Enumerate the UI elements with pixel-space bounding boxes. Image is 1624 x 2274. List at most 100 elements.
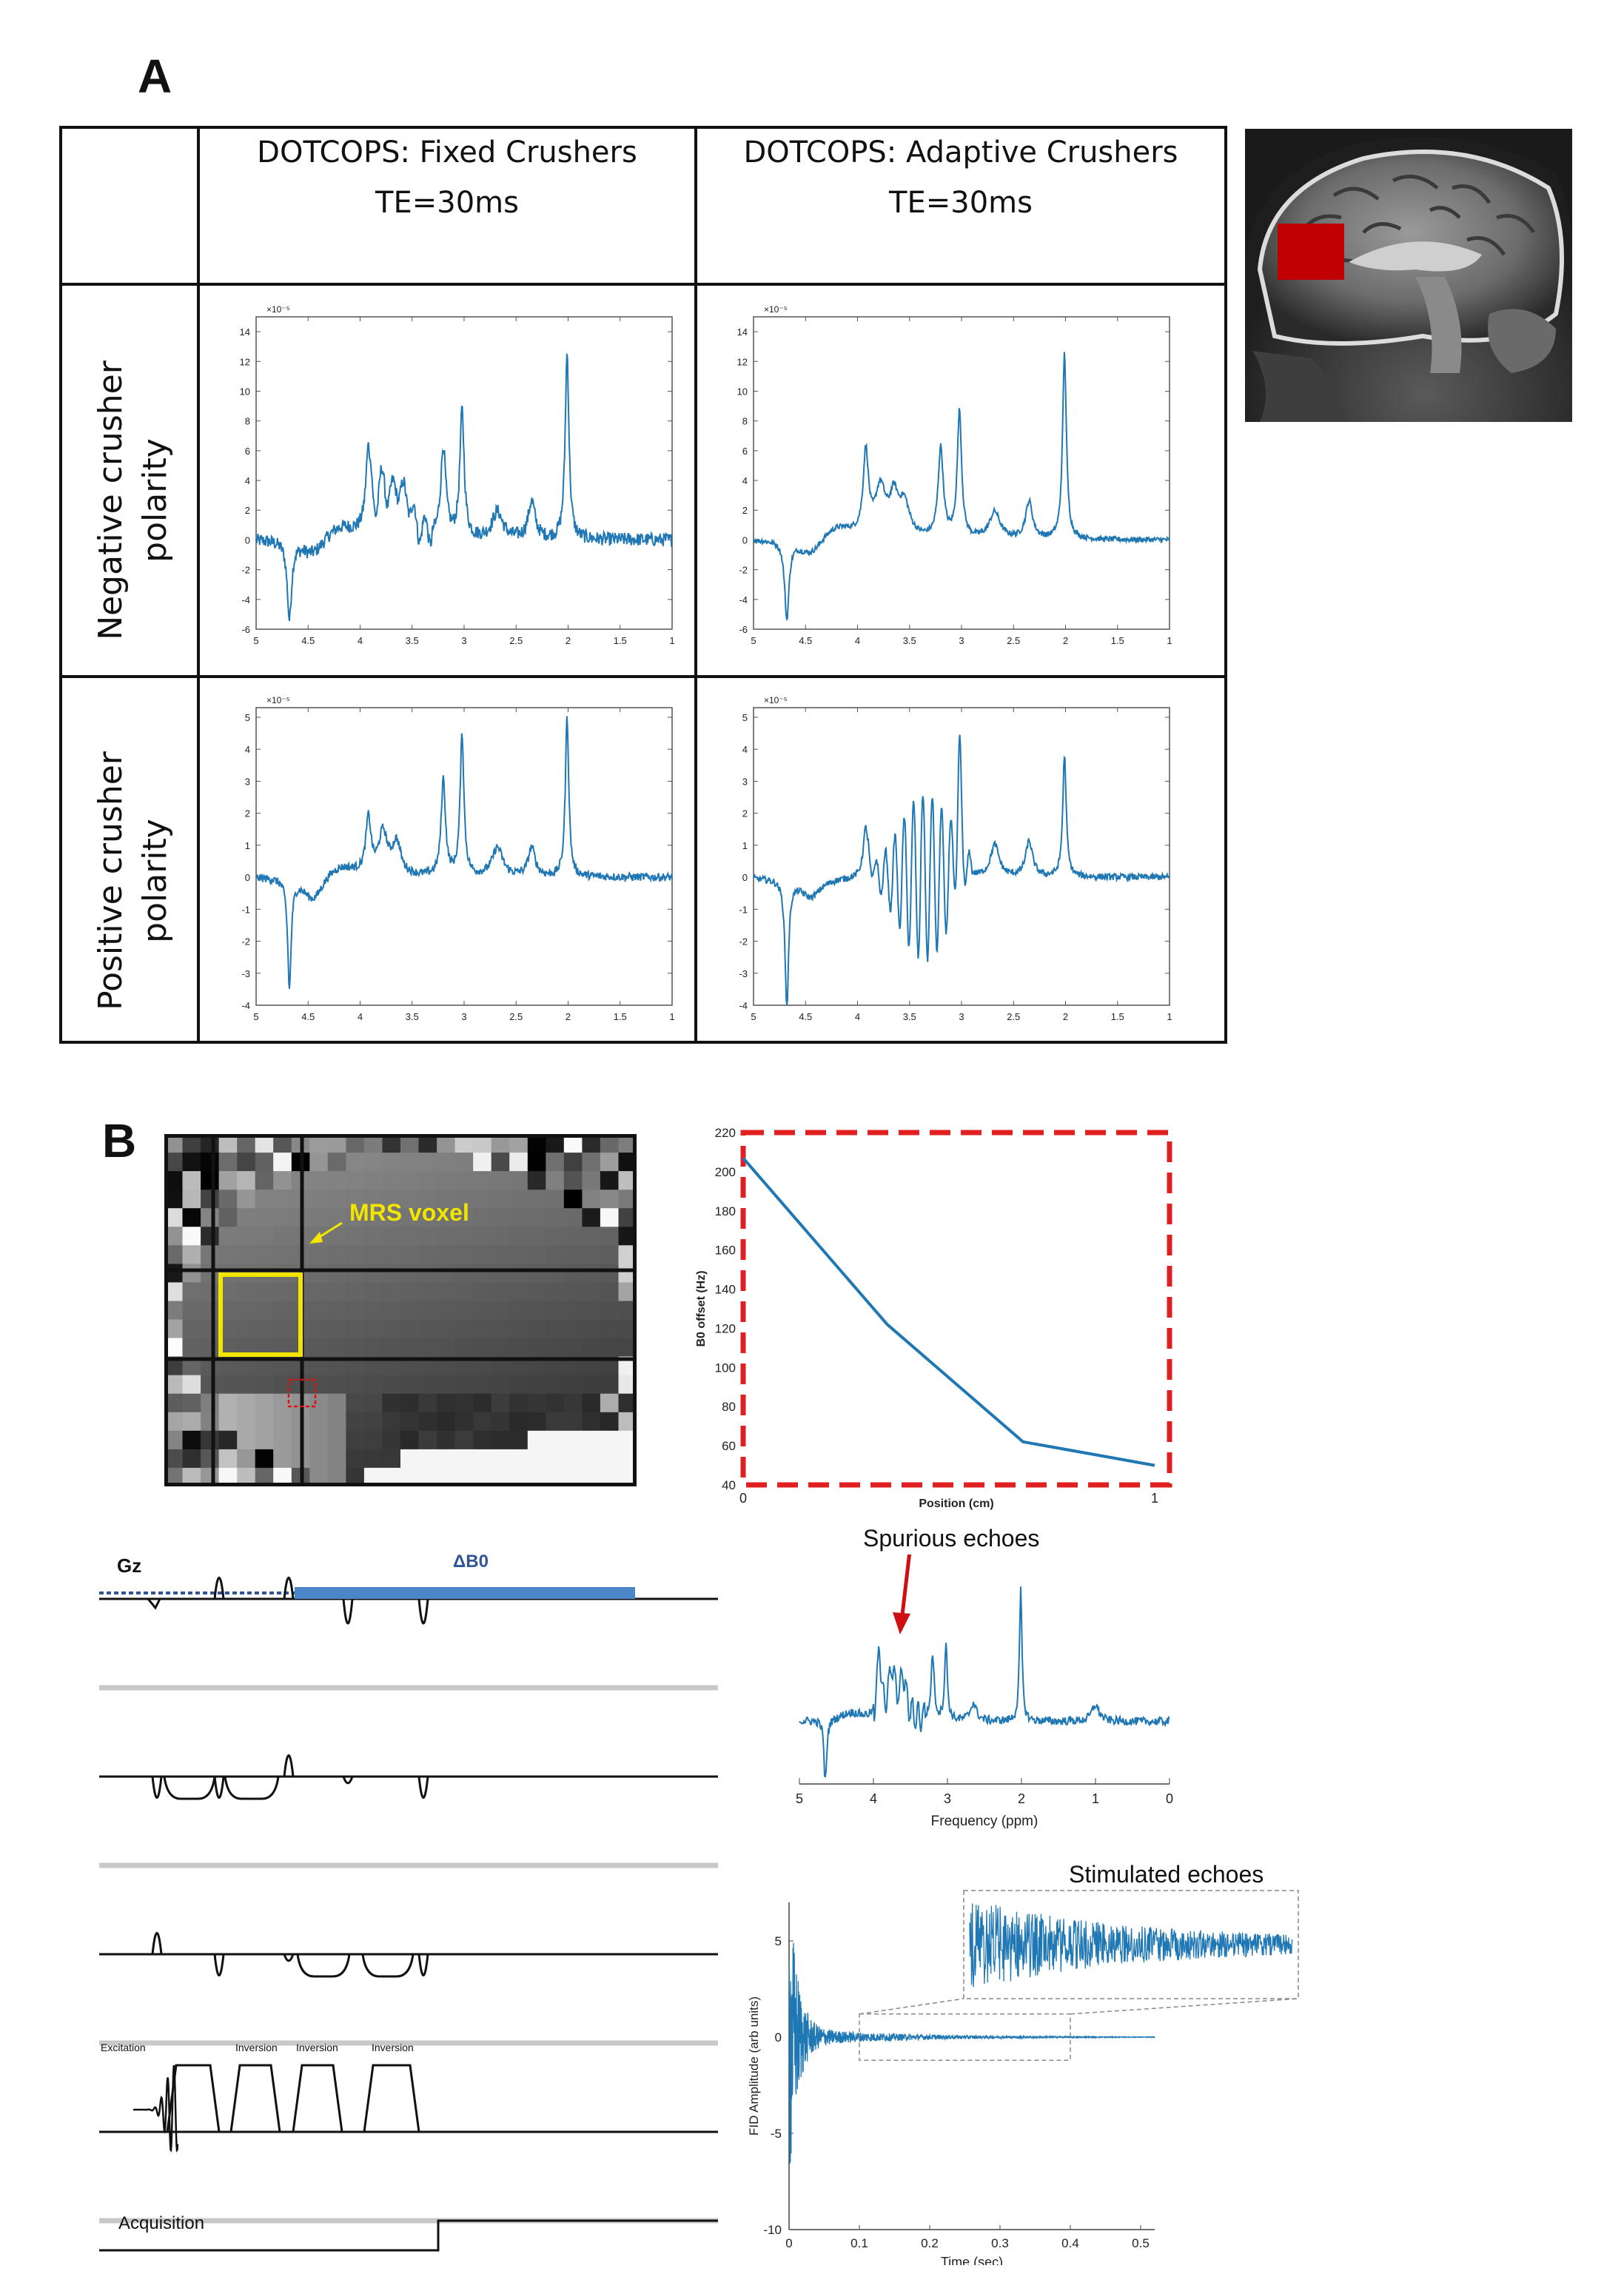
map-pixel bbox=[454, 1208, 474, 1227]
map-pixel bbox=[218, 1412, 238, 1432]
x-tick-label: 5 bbox=[751, 635, 756, 646]
b0-plot-frame bbox=[740, 1130, 1172, 1488]
map-pixel bbox=[473, 1282, 492, 1302]
map-pixel bbox=[327, 1319, 346, 1339]
spur-spectrum-line bbox=[799, 1586, 1170, 1778]
b0-x-axis-label: Position (cm) bbox=[919, 1497, 993, 1510]
map-pixel bbox=[454, 1264, 474, 1284]
map-pixel bbox=[437, 1430, 456, 1450]
map-pixel bbox=[563, 1190, 583, 1209]
map-pixel bbox=[273, 1245, 292, 1264]
b0-y-tick-label: 60 bbox=[722, 1439, 736, 1453]
map-pixel bbox=[255, 1227, 274, 1246]
map-pixel bbox=[600, 1190, 619, 1209]
map-pixel bbox=[454, 1430, 474, 1450]
gy-crusher bbox=[163, 1776, 216, 1800]
map-pixel bbox=[346, 1301, 365, 1321]
row-label-negative-line2: polarity bbox=[136, 438, 174, 563]
map-pixel bbox=[363, 1153, 383, 1172]
x-tick-label: 2 bbox=[566, 1011, 571, 1022]
map-pixel bbox=[563, 1264, 583, 1284]
spectrum-adaptive-negative: ×10⁻⁵ 14 12 10 8 6 4 2 0 -2 -4 -65 4.5 4 3.5 3 2.5 2 1.5 1 bbox=[737, 304, 1172, 646]
map-pixel bbox=[237, 1153, 256, 1172]
map-pixel bbox=[382, 1245, 401, 1264]
brain-sagittal-image bbox=[1245, 129, 1572, 422]
map-pixel bbox=[418, 1282, 437, 1302]
y-tick-label: 10 bbox=[737, 386, 748, 397]
map-pixel bbox=[400, 1449, 420, 1469]
map-pixel bbox=[509, 1301, 529, 1321]
gz-lobe bbox=[147, 1598, 161, 1610]
map-pixel bbox=[454, 1338, 474, 1358]
map-pixel bbox=[309, 1171, 329, 1190]
map-pixel bbox=[546, 1227, 565, 1246]
x-tick-label: 4 bbox=[358, 635, 363, 646]
map-pixel bbox=[546, 1412, 565, 1432]
map-pixel bbox=[473, 1319, 492, 1339]
map-pixel bbox=[382, 1282, 401, 1302]
x-tick-label: 4 bbox=[855, 635, 860, 646]
map-pixel bbox=[201, 1338, 220, 1358]
fid-line bbox=[788, 1942, 1155, 2164]
map-pixel bbox=[600, 1282, 619, 1302]
fid-x-tick-label: 0 bbox=[785, 2236, 792, 2250]
map-pixel bbox=[563, 1208, 583, 1227]
map-pixel bbox=[273, 1171, 292, 1190]
row-label-negative-line1: Negative crusher bbox=[92, 360, 130, 640]
gx-crusher bbox=[296, 1953, 351, 1978]
map-pixel bbox=[437, 1227, 456, 1246]
map-pixel bbox=[437, 1412, 456, 1432]
map-pixel bbox=[491, 1412, 510, 1432]
gz-lobe bbox=[213, 1577, 225, 1600]
map-pixel bbox=[255, 1449, 274, 1469]
y-tick-label: -1 bbox=[241, 904, 250, 915]
map-pixel bbox=[582, 1227, 601, 1246]
map-pixel bbox=[237, 1282, 256, 1302]
map-pixel bbox=[527, 1430, 546, 1450]
b0-y-tick-label: 160 bbox=[715, 1244, 736, 1258]
x-tick-label: 2 bbox=[1063, 635, 1068, 646]
y-tick-label: -6 bbox=[739, 624, 748, 635]
map-pixel bbox=[582, 1375, 601, 1395]
map-pixel bbox=[201, 1171, 220, 1190]
map-pixel bbox=[255, 1375, 274, 1395]
b0-x-tick-label: 1 bbox=[1151, 1491, 1158, 1506]
map-pixel bbox=[309, 1412, 329, 1432]
spur-x-tick-label: 5 bbox=[796, 1791, 803, 1806]
map-pixel bbox=[201, 1153, 220, 1172]
y-tick-label: 2 bbox=[245, 808, 250, 819]
map-pixel bbox=[237, 1412, 256, 1432]
pulse-sequence-diagram bbox=[99, 1577, 718, 2252]
map-pixel bbox=[491, 1301, 510, 1321]
y-tick-label: -2 bbox=[739, 565, 748, 576]
map-pixel bbox=[400, 1227, 420, 1246]
map-pixel bbox=[237, 1375, 256, 1395]
spur-x-axis-label: Frequency (ppm) bbox=[931, 1814, 1039, 1829]
map-pixel bbox=[363, 1375, 383, 1395]
map-pixel bbox=[255, 1319, 274, 1339]
map-pixel bbox=[273, 1282, 292, 1302]
map-pixel bbox=[582, 1208, 601, 1227]
col-header-fixed-line2: TE=30ms bbox=[375, 186, 519, 220]
x-tick-label: 2.5 bbox=[1007, 635, 1020, 646]
spur-x-tick-label: 1 bbox=[1092, 1791, 1099, 1806]
gz-lobe bbox=[417, 1598, 429, 1625]
map-pixel bbox=[491, 1282, 510, 1302]
gy-lobe bbox=[213, 1776, 225, 1799]
map-pixel bbox=[418, 1301, 437, 1321]
sub-voxel-box bbox=[287, 1378, 317, 1408]
map-pixel bbox=[454, 1319, 474, 1339]
map-pixel bbox=[509, 1412, 529, 1432]
map-pixel bbox=[327, 1171, 346, 1190]
x-tick-label: 1 bbox=[669, 1011, 674, 1022]
map-pixel bbox=[363, 1264, 383, 1284]
acquisition-label: Acquisition bbox=[118, 2213, 205, 2233]
map-pixel bbox=[382, 1393, 401, 1413]
y-tick-label: -3 bbox=[241, 968, 250, 979]
y-exponent-label: ×10⁻⁵ bbox=[764, 695, 788, 705]
map-pixel bbox=[437, 1208, 456, 1227]
spectrum-line bbox=[753, 734, 1170, 1006]
map-pixel bbox=[418, 1153, 437, 1172]
plot-frame bbox=[753, 707, 1170, 1006]
map-pixel bbox=[363, 1393, 383, 1413]
